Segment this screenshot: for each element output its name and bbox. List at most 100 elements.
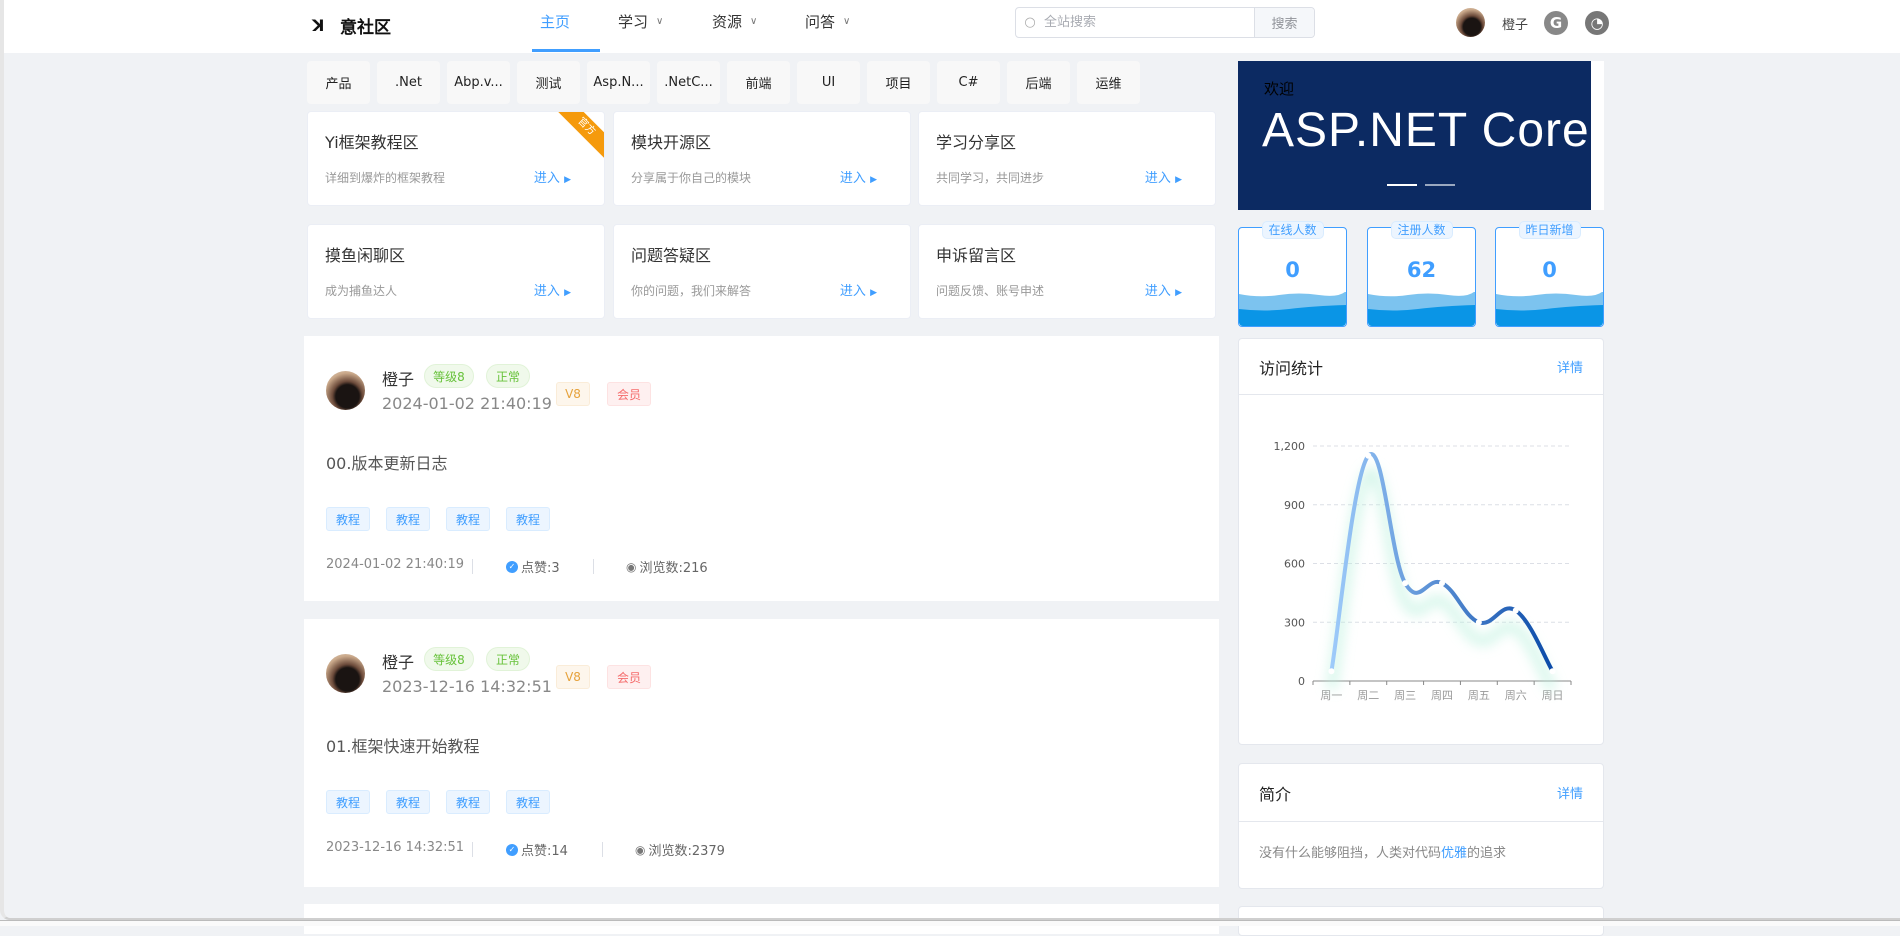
status-badge: 正常: [486, 364, 530, 388]
post-title[interactable]: 00.版本更新日志: [326, 454, 448, 473]
caret-right-icon: ▶: [564, 288, 571, 298]
category-chip[interactable]: .NetC...: [657, 61, 720, 104]
like-button[interactable]: ✓ 点赞:3: [506, 557, 560, 576]
logo[interactable]: ꓘ 意社区: [312, 13, 391, 38]
post-tag[interactable]: 教程: [326, 790, 370, 814]
stat-box: 昨日新增 0: [1495, 221, 1604, 327]
category-chip[interactable]: 运维: [1077, 61, 1140, 104]
category-chip[interactable]: 后端: [1007, 61, 1070, 104]
zone-card[interactable]: 官方 Yi框架教程区 详细到爆炸的框架教程 进入 ▶: [307, 111, 605, 206]
zone-enter-link[interactable]: 进入 ▶: [534, 167, 571, 186]
zone-card[interactable]: 问题答疑区 你的问题，我们来解答 进入 ▶: [613, 224, 911, 319]
carousel-indicator-active[interactable]: [1387, 184, 1417, 186]
carousel-indicator[interactable]: [1425, 184, 1455, 186]
zone-card[interactable]: 学习分享区 共同学习，共同进步 进入 ▶: [918, 111, 1216, 206]
x-tick-label: 周日: [1542, 689, 1564, 702]
category-chip[interactable]: C#: [937, 61, 1000, 104]
caret-right-icon: ▶: [870, 288, 877, 298]
category-chip[interactable]: 项目: [867, 61, 930, 104]
zone-enter-link[interactable]: 进入 ▶: [1145, 280, 1182, 299]
wave-decoration: [1239, 292, 1346, 326]
y-tick-label: 1,200: [1274, 440, 1306, 453]
nav-resources[interactable]: 资源 ∨: [712, 0, 757, 53]
zone-desc: 分享属于你自己的模块: [631, 171, 752, 185]
post-card[interactable]: [304, 904, 1219, 934]
post-tag[interactable]: 教程: [386, 790, 430, 814]
zone-title: Yi框架教程区: [325, 133, 419, 152]
view-count-text: 浏览数:216: [639, 561, 708, 576]
author-avatar[interactable]: [326, 654, 365, 693]
y-tick-label: 600: [1284, 558, 1305, 571]
search-input[interactable]: [1044, 8, 1254, 37]
divider: [472, 559, 473, 574]
search-button[interactable]: 搜索: [1254, 8, 1314, 37]
zone-enter-link[interactable]: 进入 ▶: [534, 280, 571, 299]
zone-card[interactable]: 摸鱼闲聊区 成为捕鱼达人 进入 ▶: [307, 224, 605, 319]
post-card[interactable]: 橙子 等级8 正常 2023-12-16 14:32:51 V8 会员 01.框…: [304, 619, 1219, 887]
user-avatar[interactable]: [1456, 8, 1485, 37]
enter-label: 进入: [1144, 284, 1171, 299]
data-point: [1475, 619, 1482, 626]
category-chip[interactable]: 前端: [727, 61, 790, 104]
post-date: 2024-01-02 21:40:19: [326, 557, 465, 572]
view-count: ◉ 浏览数:216: [626, 557, 708, 577]
like-button[interactable]: ✓ 点赞:14: [506, 840, 568, 859]
nav-qa[interactable]: 问答 ∨: [805, 0, 850, 53]
post-tag[interactable]: 教程: [446, 507, 490, 531]
banner-carousel[interactable]: 欢迎 ASP.NET Core: [1238, 61, 1604, 210]
zone-enter-link[interactable]: 进入 ▶: [840, 167, 877, 186]
username[interactable]: 橙子: [1502, 18, 1529, 33]
card-title: 简介: [1259, 784, 1292, 804]
details-link[interactable]: 详情: [1556, 361, 1583, 376]
stat-value: 62: [1406, 258, 1437, 282]
zone-desc: 你的问题，我们来解答: [631, 284, 752, 298]
post-tag[interactable]: 教程: [446, 790, 490, 814]
zone-card[interactable]: 模块开源区 分享属于你自己的模块 进入 ▶: [613, 111, 911, 206]
github-icon[interactable]: ◔: [1585, 11, 1609, 35]
zone-title: 申诉留言区: [936, 246, 1017, 265]
logo-text: 意社区: [340, 18, 391, 38]
author-avatar[interactable]: [326, 371, 365, 410]
zone-card[interactable]: 申诉留言区 问题反馈、账号申述 进入 ▶: [918, 224, 1216, 319]
intro-text: 没有什么能够阻挡，人类对代码优雅的追求: [1239, 822, 1603, 881]
divider: [602, 842, 603, 857]
zone-enter-link[interactable]: 进入 ▶: [840, 280, 877, 299]
post-tag[interactable]: 教程: [506, 507, 550, 531]
wave-decoration: [1368, 292, 1475, 326]
search-icon: ○: [1024, 15, 1036, 30]
post-card[interactable]: 橙子 等级8 正常 2024-01-02 21:40:19 V8 会员 00.版…: [304, 336, 1219, 601]
data-point: [1549, 668, 1556, 675]
category-chip[interactable]: Asp.N...: [587, 61, 650, 104]
category-chip[interactable]: 产品: [307, 61, 370, 104]
post-tag[interactable]: 教程: [326, 507, 370, 531]
enter-label: 进入: [839, 171, 866, 186]
zone-title: 学习分享区: [936, 133, 1017, 152]
category-chip[interactable]: UI: [797, 61, 860, 104]
nav-learn[interactable]: 学习 ∨: [618, 0, 663, 53]
post-tag[interactable]: 教程: [506, 790, 550, 814]
x-tick-label: 周一: [1320, 689, 1342, 702]
post-tag[interactable]: 教程: [386, 507, 430, 531]
y-tick-label: 900: [1284, 499, 1305, 512]
zone-desc: 问题反馈、账号申述: [936, 284, 1045, 298]
search-box: ○ 搜索: [1015, 7, 1315, 38]
stat-value: 0: [1542, 258, 1557, 282]
category-chip[interactable]: .Net: [377, 61, 440, 104]
y-tick-label: 300: [1284, 616, 1305, 629]
eye-icon: ◉: [635, 842, 646, 857]
category-chip[interactable]: Abp.v...: [447, 61, 510, 104]
nav-home[interactable]: 主页: [540, 0, 570, 53]
details-link[interactable]: 详情: [1556, 787, 1583, 802]
zone-enter-link[interactable]: 进入 ▶: [1145, 167, 1182, 186]
author-name[interactable]: 橙子: [382, 370, 415, 389]
stat-value: 0: [1285, 258, 1300, 282]
series-glow: [1326, 467, 1557, 692]
stat-label: 在线人数: [1261, 221, 1324, 239]
category-chip[interactable]: 测试: [517, 61, 580, 104]
gitee-icon[interactable]: G: [1544, 11, 1568, 35]
enter-label: 进入: [533, 171, 560, 186]
author-name[interactable]: 橙子: [382, 653, 415, 672]
x-tick-label: 周二: [1357, 689, 1379, 702]
divider: [472, 842, 473, 857]
post-title[interactable]: 01.框架快速开始教程: [326, 737, 480, 756]
